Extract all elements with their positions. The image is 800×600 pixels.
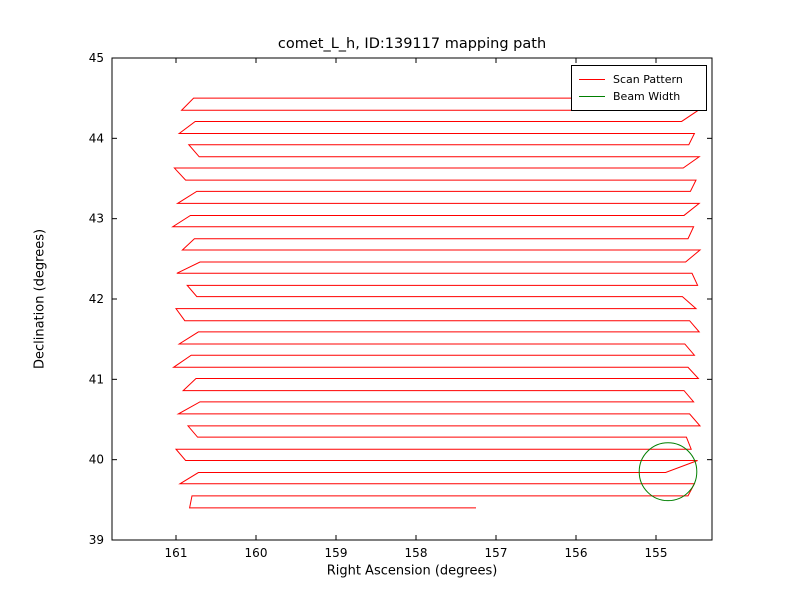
svg-text:160: 160: [245, 546, 268, 560]
svg-text:41: 41: [89, 372, 104, 386]
svg-text:158: 158: [405, 546, 428, 560]
svg-text:40: 40: [89, 453, 104, 467]
chart-title: comet_L_h, ID:139117 mapping path: [277, 36, 547, 52]
legend-label-beam-width: Beam Width: [613, 90, 681, 103]
beam-width-line-swatch: [579, 96, 605, 97]
svg-text:43: 43: [89, 212, 104, 226]
legend-box: Scan Pattern Beam Width: [571, 65, 707, 111]
x-axis-label: Right Ascension (degrees): [326, 563, 498, 579]
svg-text:156: 156: [565, 546, 588, 560]
svg-text:157: 157: [485, 546, 508, 560]
svg-text:159: 159: [325, 546, 348, 560]
svg-text:39: 39: [89, 533, 104, 547]
legend-item-scan-pattern: Scan Pattern: [579, 71, 699, 88]
y-axis-label: Declination (degrees): [32, 228, 48, 370]
legend-item-beam-width: Beam Width: [579, 88, 699, 105]
svg-text:161: 161: [165, 546, 188, 560]
scan-pattern-line-swatch: [579, 79, 605, 80]
svg-text:42: 42: [89, 292, 104, 306]
svg-text:155: 155: [645, 546, 668, 560]
legend-label-scan-pattern: Scan Pattern: [613, 73, 683, 86]
svg-text:44: 44: [89, 131, 104, 145]
svg-text:45: 45: [89, 51, 104, 65]
